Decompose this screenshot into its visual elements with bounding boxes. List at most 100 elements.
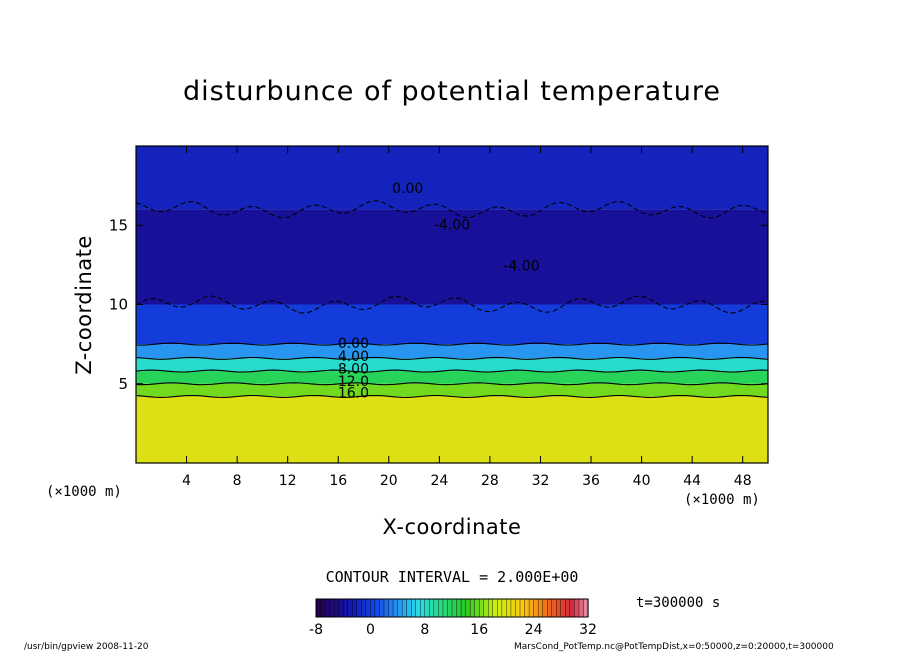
y-axis-label: Z-coordinate [72, 235, 96, 375]
colorbar-segment [370, 598, 376, 618]
x-tick-label: 16 [329, 473, 347, 489]
colorbar-segment [352, 598, 358, 618]
colorbar-segment [469, 598, 476, 618]
colorbar-segment [333, 598, 340, 618]
x-tick-label: 12 [279, 473, 297, 489]
time-label: t=300000 s [636, 595, 721, 611]
colorbar-segment [519, 598, 526, 618]
contour-interval-label: CONTOUR INTERVAL = 2.000E+00 [325, 568, 579, 586]
colorbar-segment [374, 598, 381, 618]
colorbar-segment [315, 598, 322, 618]
x-tick-label: 40 [633, 473, 651, 489]
x-tick-label: 44 [683, 473, 701, 489]
colorbar-segment [424, 598, 430, 618]
colorbar-segment [397, 598, 403, 618]
x-unit-left: (×1000 m) [46, 484, 122, 500]
contour-label: 0.00 [338, 336, 369, 352]
footer-left: /usr/bin/gpview 2008-11-20 [24, 642, 149, 652]
contour-line [136, 356, 768, 360]
colorbar-segment [415, 598, 421, 618]
x-tick-label: 8 [233, 473, 242, 489]
colorbar-segment [497, 598, 503, 618]
colorbar-tick-label: 0 [366, 622, 375, 638]
colorbar-tick-label: -8 [309, 622, 323, 638]
colorbar-segment [451, 598, 458, 618]
colorbar-tick-label: 16 [470, 622, 488, 638]
x-axis: 4 8 12 16 20 24 28 32 36 40 44 48 [182, 146, 752, 489]
colorbar-segment [388, 598, 394, 618]
contour-label: 4.00 [338, 349, 369, 365]
colorbar-segment [411, 598, 417, 618]
contour-line [136, 295, 768, 314]
x-tick-label: 4 [182, 473, 191, 489]
colorbar-segment [329, 598, 335, 618]
contour-label: 16.0 [338, 385, 369, 401]
colorbar: -8 0 8 16 24 32 [309, 598, 597, 638]
y-axis: 5 10 15 [109, 216, 768, 393]
colorbar-segment [356, 598, 362, 618]
colorbar-segment [483, 598, 489, 618]
colorbar-segment [501, 598, 508, 618]
colorbar-segment [547, 598, 553, 618]
colorbar-segment [551, 598, 557, 618]
x-axis-label: X-coordinate [382, 515, 522, 539]
heatmap-band [136, 344, 768, 359]
colorbar-segment [560, 598, 566, 618]
contour-line [136, 369, 768, 373]
heatmap-band [136, 209, 768, 305]
colorbar-segment [474, 598, 480, 618]
colorbar-segment [479, 598, 485, 618]
colorbar-segment [338, 598, 344, 618]
colorbar-segment [320, 598, 326, 618]
colorbar-tick-label: 32 [579, 622, 597, 638]
contour-lines [136, 200, 768, 398]
colorbar-segment [556, 598, 562, 618]
colorbar-segment [565, 598, 571, 618]
contour-line [136, 394, 768, 398]
contour-label: -4.00 [503, 258, 539, 274]
contour-label: -4.00 [434, 217, 470, 233]
x-tick-label: 32 [532, 473, 550, 489]
colorbar-tick-label: 24 [525, 622, 543, 638]
footer-right: MarsCond_PotTemp.nc@PotTempDist,x=0:5000… [514, 642, 834, 652]
colorbar-segment [420, 598, 426, 618]
colorbar-segment [379, 598, 385, 618]
colorbar-segment [569, 598, 575, 618]
colorbar-segment [488, 598, 494, 618]
colorbar-segment [383, 598, 390, 618]
colorbar-segment [510, 598, 517, 618]
colorbar-segment [574, 598, 580, 618]
colorbar-segment [433, 598, 440, 618]
x-tick-label: 48 [734, 473, 752, 489]
heatmap-band [136, 371, 768, 384]
colorbar-segment [347, 598, 353, 618]
contour-line [136, 342, 768, 346]
heatmap-band [136, 304, 768, 345]
colorbar-segment [392, 598, 399, 618]
colorbar-segment [533, 598, 539, 618]
x-tick-label: 20 [380, 473, 398, 489]
colorbar-frame [315, 598, 589, 618]
chart-title: disturbunce of potential temperature [183, 76, 721, 107]
contour-label: 0.00 [392, 181, 423, 197]
contour-line [136, 382, 768, 386]
colorbar-segment [401, 598, 408, 618]
colorbar-segment [515, 598, 521, 618]
colorbar-segment [438, 598, 444, 618]
x-tick-label: 36 [582, 473, 600, 489]
heatmap-band [136, 146, 768, 210]
colorbar-segment [460, 598, 467, 618]
y-tick-label: 5 [118, 375, 128, 393]
colorbar-segment [528, 598, 535, 618]
heatmap-field [136, 146, 768, 463]
colorbar-segment [578, 598, 585, 618]
y-tick-label: 10 [109, 296, 128, 314]
contour-line [136, 200, 768, 219]
colorbar-segment [429, 598, 435, 618]
colorbar-segment [324, 598, 331, 618]
colorbar-tick-label: 8 [420, 622, 429, 638]
colorbar-segment [442, 598, 449, 618]
x-tick-label: 28 [481, 473, 499, 489]
